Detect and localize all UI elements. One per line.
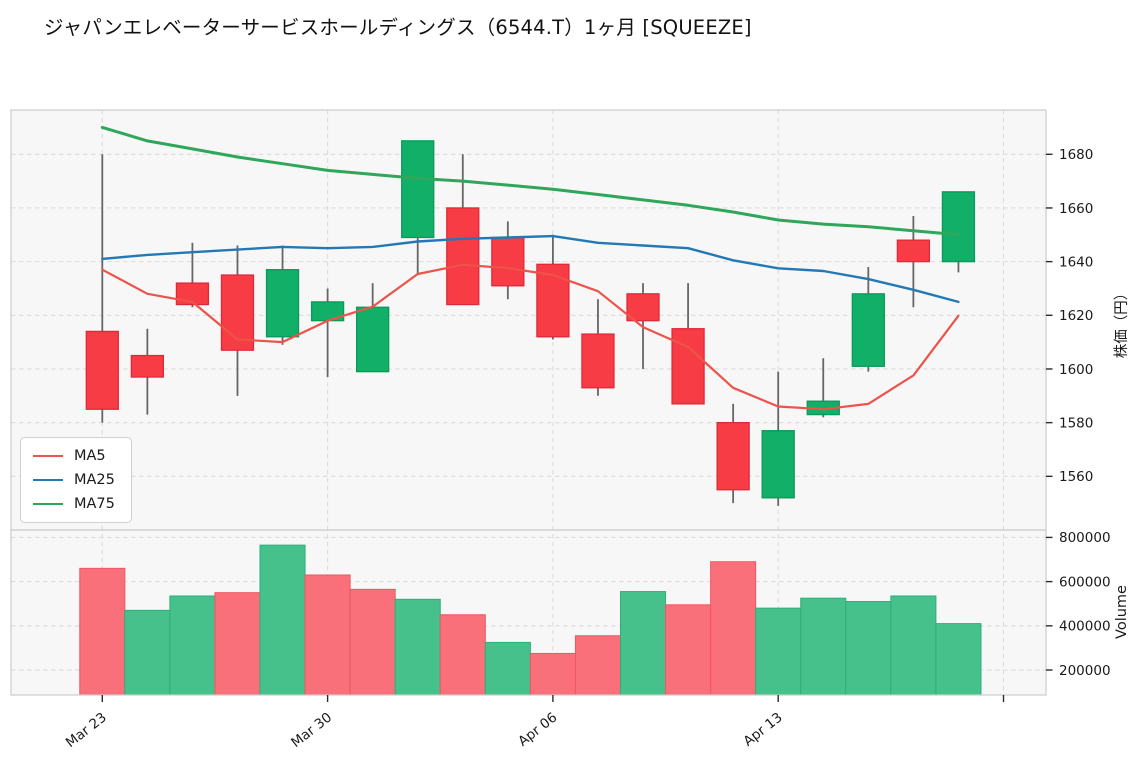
volume-bar xyxy=(304,574,351,696)
chart-title: ジャパンエレベーターサービスホールディングス（6544.T）1ヶ月 [SQUEE… xyxy=(44,16,752,39)
candle-down xyxy=(716,422,750,491)
candle-up xyxy=(401,140,435,239)
volume-bar xyxy=(890,595,937,696)
ma75-line xyxy=(100,125,960,237)
volume-bar xyxy=(394,598,441,696)
candle-down xyxy=(896,239,931,263)
price-axis-title: 株価（円） xyxy=(1113,286,1130,359)
volume-bar xyxy=(349,588,396,696)
candle-down xyxy=(85,330,119,410)
volume-bar xyxy=(259,544,306,696)
legend-item-ma5: MA5 xyxy=(33,448,115,464)
price-axis: 1560 1580 1600 1620 1640 1660 1680 株価（円） xyxy=(1046,147,1130,485)
volume-tick-label: 800000 xyxy=(1059,530,1111,546)
candle-up xyxy=(851,293,885,367)
legend-label-ma75: MA75 xyxy=(74,496,115,512)
ma5-line-swatch xyxy=(33,454,63,458)
volume-axis-title: Volume xyxy=(1114,585,1130,639)
volume-bar xyxy=(665,604,712,696)
candle-down xyxy=(446,207,480,306)
date-tick-label: Apr 06 xyxy=(515,710,560,750)
legend: MA5 MA25 MA75 xyxy=(20,437,132,523)
volume-bar xyxy=(484,641,531,696)
candle-down xyxy=(536,263,570,338)
candle-up xyxy=(265,269,300,338)
candle-bodies xyxy=(85,140,976,499)
price-tick-label: 1660 xyxy=(1059,201,1093,217)
volume-tick-label: 600000 xyxy=(1059,574,1111,590)
price-tick-label: 1580 xyxy=(1059,415,1093,431)
volume-bar xyxy=(169,595,216,696)
candle-down xyxy=(491,236,525,287)
ma75-line-swatch xyxy=(33,502,63,506)
candle-down xyxy=(175,282,210,306)
volume-bar xyxy=(845,601,892,696)
volume-bar xyxy=(710,561,757,696)
volume-bar xyxy=(800,597,847,696)
candle-down xyxy=(130,354,165,378)
price-tick-label: 1680 xyxy=(1059,147,1093,163)
volume-axis: 200000 400000 600000 800000 Volume xyxy=(1046,530,1130,679)
volume-bar xyxy=(529,652,576,696)
volume-bar xyxy=(439,614,486,696)
date-tick-label: Apr 13 xyxy=(740,710,785,750)
volume-bar xyxy=(574,635,621,696)
date-axis: Mar 23 Mar 30 Apr 06 Apr 13 xyxy=(63,695,1005,752)
legend-item-ma75: MA75 xyxy=(33,496,115,512)
ma25-line xyxy=(101,234,960,304)
volume-bar xyxy=(214,592,261,696)
volume-tick-label: 200000 xyxy=(1059,663,1111,679)
price-tick-label: 1640 xyxy=(1059,254,1093,270)
candle-down xyxy=(626,293,660,322)
candle-down xyxy=(220,274,255,351)
volume-bar xyxy=(79,567,126,696)
candle-up xyxy=(761,430,795,499)
price-tick-label: 1600 xyxy=(1059,362,1093,378)
legend-label-ma5: MA5 xyxy=(74,448,106,464)
candle-up xyxy=(941,191,976,263)
volume-bar xyxy=(755,607,802,696)
price-tick-label: 1560 xyxy=(1059,469,1093,485)
date-tick-label: Mar 23 xyxy=(63,710,110,752)
volume-bar xyxy=(619,591,667,696)
candle-up xyxy=(356,306,390,373)
candle-down xyxy=(671,328,705,405)
candle-down xyxy=(581,333,615,389)
volume-bar xyxy=(935,623,982,696)
volume-tick-label: 400000 xyxy=(1059,619,1111,635)
ma5-line xyxy=(101,263,960,411)
volume-bar xyxy=(124,609,171,696)
ma25-line-swatch xyxy=(33,478,63,482)
date-tick-label: Mar 30 xyxy=(288,710,335,752)
legend-item-ma25: MA25 xyxy=(33,472,115,488)
panel-borders xyxy=(10,109,1047,696)
price-tick-label: 1620 xyxy=(1059,308,1093,324)
legend-label-ma25: MA25 xyxy=(74,472,115,488)
